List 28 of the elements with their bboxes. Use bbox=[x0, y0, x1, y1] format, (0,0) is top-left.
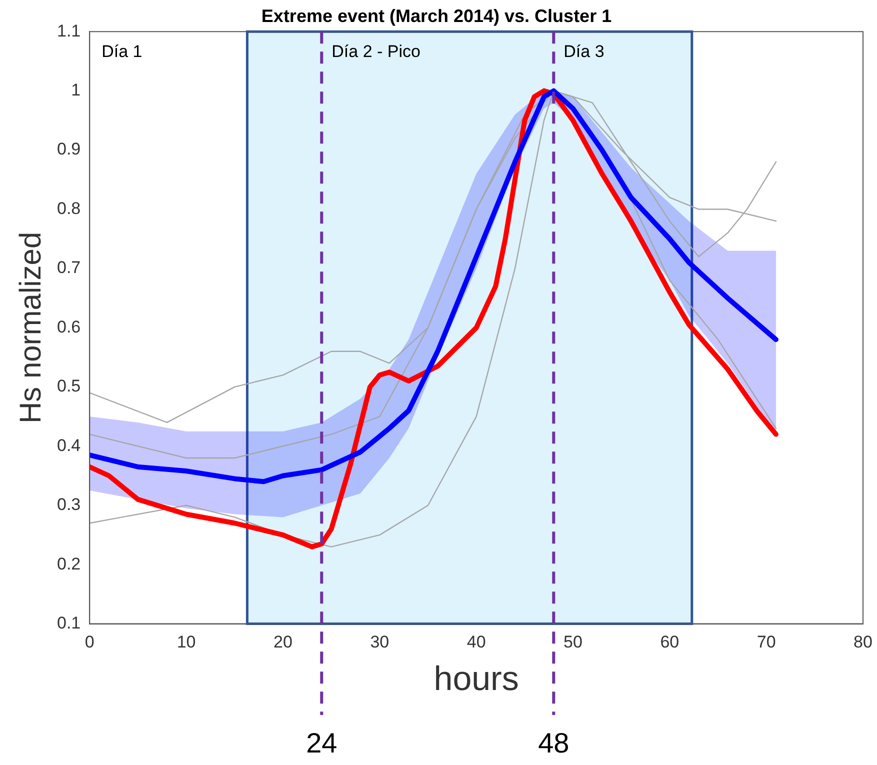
x-tick-label: 20 bbox=[274, 632, 292, 652]
x-tick-label: 60 bbox=[660, 632, 680, 652]
x-tick-label: 70 bbox=[756, 632, 776, 652]
x-tick-label: 80 bbox=[854, 632, 872, 652]
y-tick-label: 1 bbox=[71, 80, 81, 100]
ref-line-label: 48 bbox=[538, 728, 570, 759]
y-tick-label: 0.2 bbox=[56, 554, 81, 574]
y-tick-label: 0.3 bbox=[56, 495, 81, 514]
y-tick-label: 0.8 bbox=[56, 198, 81, 218]
y-axis-title: Hs normalized bbox=[14, 232, 48, 424]
chart-title: Extreme event (March 2014) vs. Cluster 1 bbox=[261, 6, 612, 26]
y-tick-label: 0.1 bbox=[56, 613, 81, 632]
y-tick-label: 0.7 bbox=[56, 258, 81, 278]
annotation: Día 2 - Pico bbox=[332, 42, 420, 61]
x-tick-label: 0 bbox=[84, 632, 94, 652]
x-tick-label: 50 bbox=[564, 632, 582, 652]
annotation: Día 1 bbox=[102, 42, 142, 61]
x-tick-label: 10 bbox=[176, 632, 196, 652]
y-tick-label: 0.9 bbox=[56, 140, 81, 159]
x-tick-label: 30 bbox=[370, 632, 390, 652]
y-tick-label: 0.6 bbox=[56, 317, 81, 336]
annotation: Día 3 bbox=[564, 42, 604, 61]
x-tick-label: 40 bbox=[466, 632, 486, 652]
x-axis-title: hours bbox=[434, 660, 519, 698]
y-tick-label: 0.4 bbox=[56, 436, 81, 455]
y-tick-label: 1.1 bbox=[56, 21, 81, 40]
y-tick-label: 0.5 bbox=[56, 376, 81, 396]
ref-line-label: 24 bbox=[306, 728, 338, 759]
